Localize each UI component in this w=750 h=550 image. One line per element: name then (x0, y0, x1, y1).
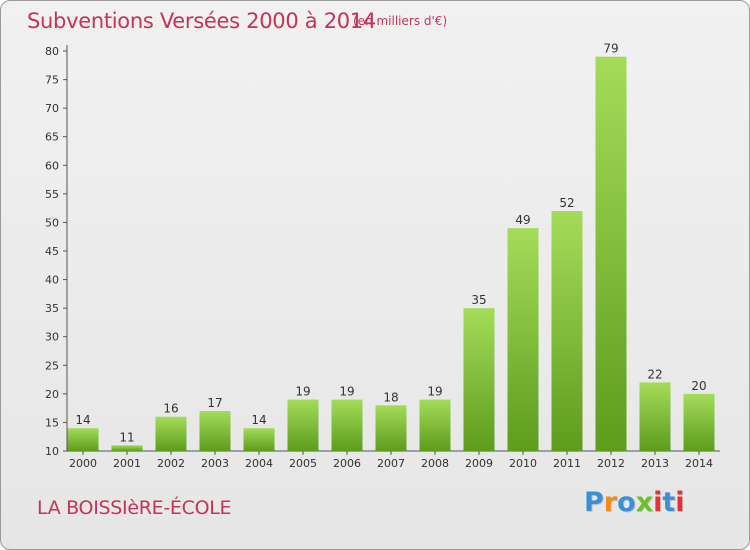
brand-letter: x (635, 487, 654, 518)
brand-letter: i (653, 487, 663, 518)
chart-unit: (en milliers d'€) (353, 14, 448, 28)
x-tick-label-2009: 2009 (465, 457, 493, 470)
y-tick-label: 15 (45, 416, 59, 429)
x-tick-label-2000: 2000 (69, 457, 97, 470)
x-tick-label-2012: 2012 (597, 457, 625, 470)
data-label-2007: 18 (383, 390, 398, 404)
y-tick-label: 40 (45, 274, 59, 287)
y-tick-label: 25 (45, 359, 59, 372)
y-tick-label: 45 (45, 245, 59, 258)
bar-2005 (287, 399, 319, 451)
x-tick-label-2014: 2014 (685, 457, 713, 470)
x-tick-label-2001: 2001 (113, 457, 141, 470)
y-tick-label: 30 (45, 331, 59, 344)
brand-letter: i (675, 487, 685, 518)
data-label-2012: 79 (603, 42, 618, 56)
bar-2014 (683, 393, 715, 451)
bar-2008 (419, 399, 451, 451)
location-name: LA BOISSIèRE-ÉCOLE (37, 497, 232, 519)
x-tick-label-2010: 2010 (509, 457, 537, 470)
data-label-2011: 52 (559, 196, 574, 210)
x-tick-label-2008: 2008 (421, 457, 449, 470)
x-tick-label-2002: 2002 (157, 457, 185, 470)
bar-2000 (67, 428, 99, 451)
y-tick-label: 55 (45, 188, 59, 201)
data-label-2003: 17 (207, 396, 222, 410)
brand-logo: Proxiti (584, 487, 685, 518)
y-tick-label: 10 (45, 445, 59, 458)
data-label-2001: 11 (119, 430, 134, 444)
chart-title: Subventions Versées 2000 à 2014 (27, 9, 376, 33)
y-tick-label: 20 (45, 388, 59, 401)
bar-2004 (243, 428, 275, 451)
y-tick-label: 35 (45, 302, 59, 315)
y-tick-label: 60 (45, 159, 59, 172)
x-tick-label-2011: 2011 (553, 457, 581, 470)
y-tick-label: 50 (45, 216, 59, 229)
x-tick-label-2005: 2005 (289, 457, 317, 470)
bar-2001 (111, 445, 143, 451)
x-tick-label-2003: 2003 (201, 457, 229, 470)
x-tick-label-2007: 2007 (377, 457, 405, 470)
data-label-2013: 22 (647, 367, 662, 381)
bar-2006 (331, 399, 363, 451)
brand-letter: o (617, 487, 636, 518)
brand-letter: P (584, 487, 604, 518)
data-label-2014: 20 (691, 379, 706, 393)
data-label-2008: 19 (427, 385, 442, 399)
data-label-2006: 19 (339, 385, 354, 399)
brand-letter: r (603, 487, 618, 518)
bar-2012 (595, 56, 627, 451)
y-tick-label: 80 (45, 45, 59, 58)
data-label-2010: 49 (515, 213, 530, 227)
bar-2002 (155, 416, 187, 451)
y-tick-label: 75 (45, 74, 59, 87)
x-tick-label-2006: 2006 (333, 457, 361, 470)
data-label-2000: 14 (75, 413, 90, 427)
bar-2003 (199, 411, 231, 451)
x-tick-label-2013: 2013 (641, 457, 669, 470)
bar-2010 (507, 228, 539, 451)
y-tick-label: 65 (45, 131, 59, 144)
x-tick-label-2004: 2004 (245, 457, 273, 470)
data-label-2005: 19 (295, 385, 310, 399)
data-label-2002: 16 (163, 402, 178, 416)
brand-letter: t (662, 487, 676, 518)
bar-2009 (463, 308, 495, 451)
bar-2007 (375, 405, 407, 451)
data-label-2004: 14 (251, 413, 266, 427)
data-label-2009: 35 (471, 293, 486, 307)
y-tick-label: 70 (45, 102, 59, 115)
bar-2011 (551, 211, 583, 451)
bar-2013 (639, 382, 671, 451)
